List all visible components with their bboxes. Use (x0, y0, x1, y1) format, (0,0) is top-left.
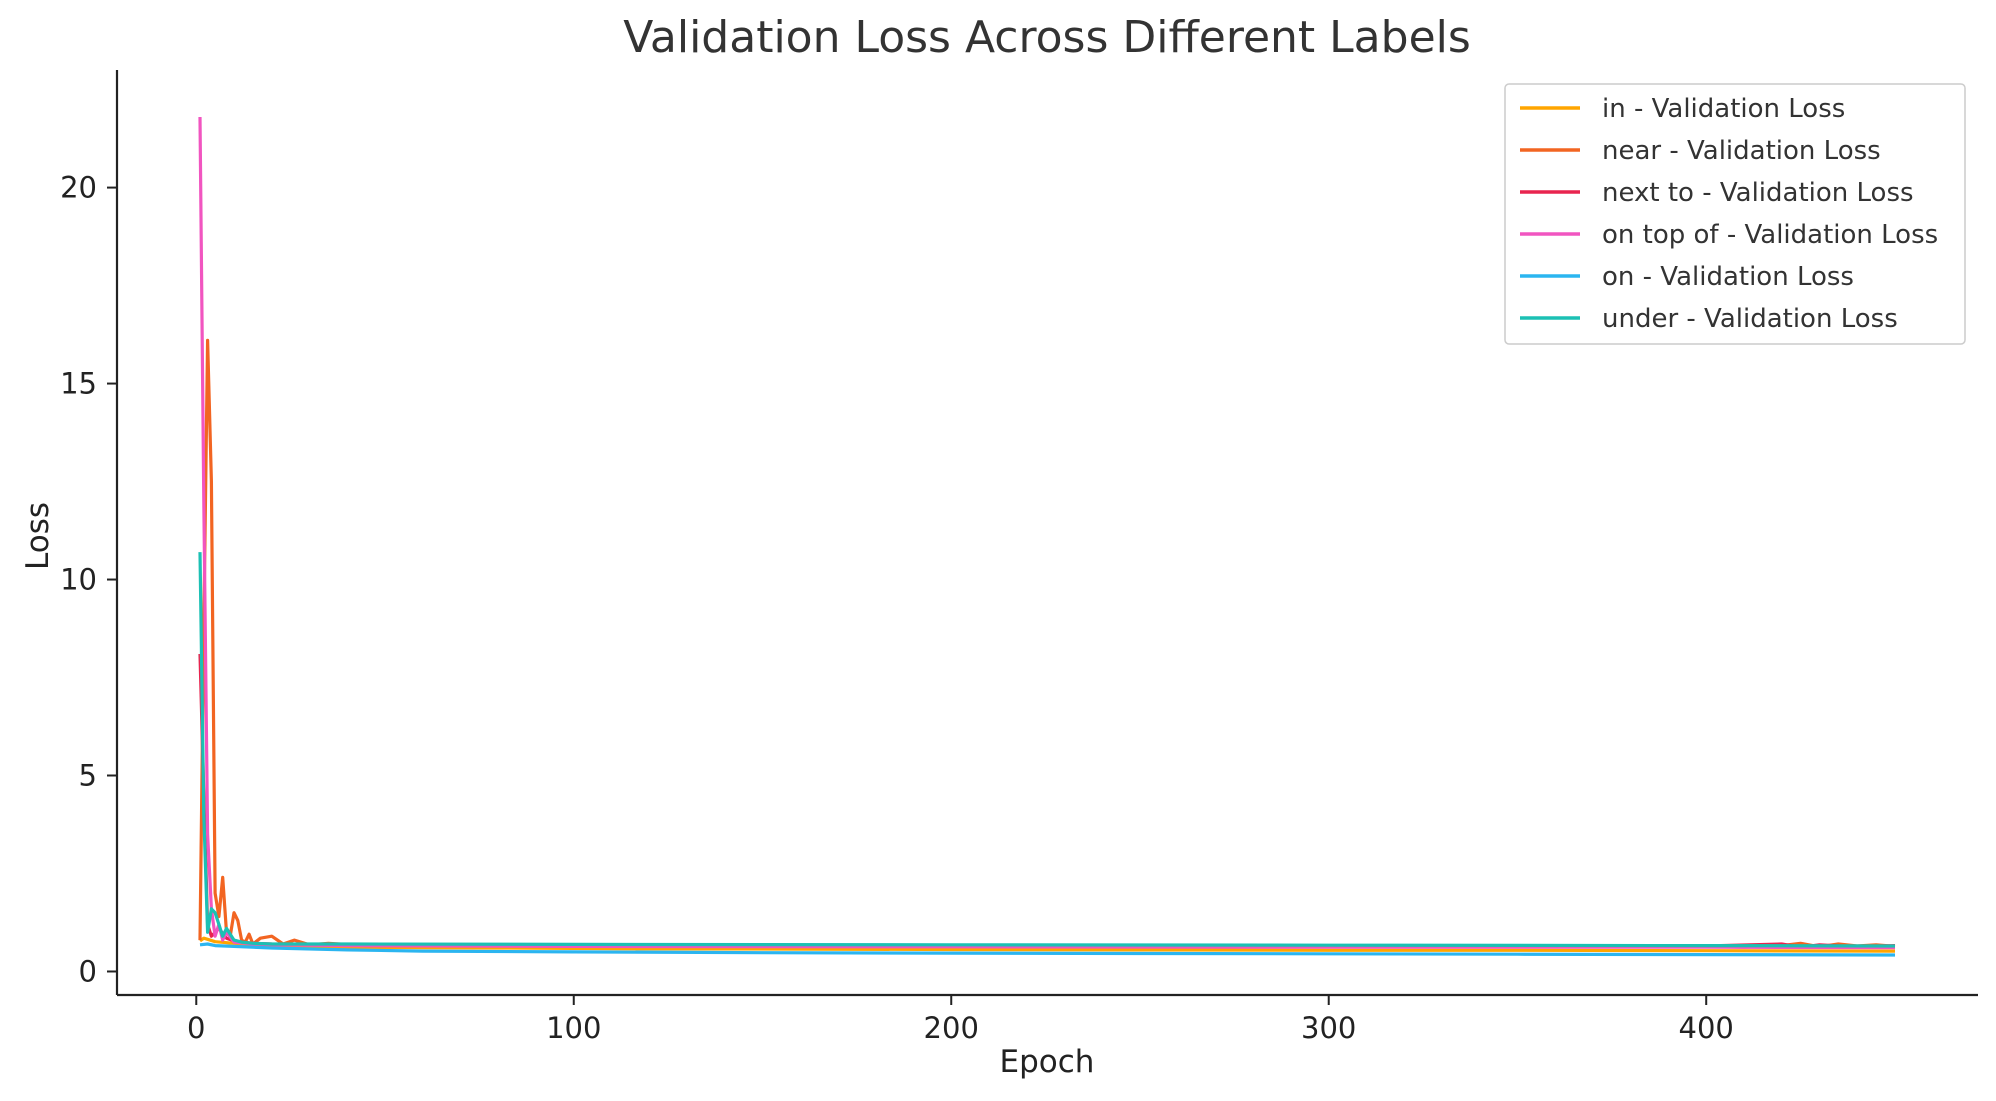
series-line-5 (198, 552, 1896, 948)
legend-label-3: on top of - Validation Loss (1602, 220, 1938, 250)
x-tick-label: 300 (1301, 1011, 1356, 1045)
y-axis-label: Loss (20, 502, 56, 570)
y-tick-label: 5 (79, 759, 97, 793)
plot-area (198, 116, 1896, 957)
y-tick-label: 10 (60, 563, 97, 597)
x-tick-label: 100 (546, 1011, 601, 1045)
legend-label-4: on - Validation Loss (1602, 262, 1854, 292)
y-tick-label: 15 (60, 367, 97, 401)
y-tick-label: 0 (79, 954, 97, 988)
legend-label-0: in - Validation Loss (1602, 94, 1845, 124)
legend-label-1: near - Validation Loss (1602, 136, 1881, 166)
legend-label-2: next to - Validation Loss (1602, 178, 1914, 208)
series-line-2 (198, 653, 1896, 949)
x-tick-label: 0 (187, 1011, 205, 1045)
legend: in - Validation Loss near - Validation Lo… (1504, 83, 1966, 345)
axes (115, 70, 1978, 997)
y-tick-label: 20 (60, 171, 97, 205)
series-line-4 (199, 942, 1896, 957)
series-line-3 (198, 116, 1896, 950)
x-axis-label: Epoch (1000, 1044, 1095, 1080)
x-tick-label: 200 (924, 1011, 979, 1045)
x-tick-label: 400 (1679, 1011, 1734, 1045)
legend-label-5: under - Validation Loss (1602, 304, 1898, 334)
x-ticks: 0 100 200 300 400 (187, 995, 1734, 1045)
series-line-0 (199, 936, 1896, 953)
series-line-1 (198, 338, 1896, 949)
chart-title: Validation Loss Across Different Labels (623, 12, 1471, 63)
y-ticks: 0 5 10 15 20 (60, 171, 117, 988)
legend-box (1504, 83, 1966, 345)
